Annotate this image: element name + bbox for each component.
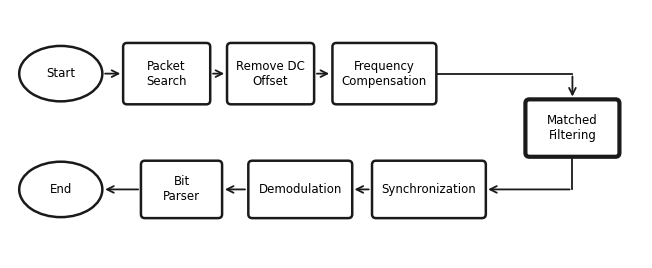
FancyBboxPatch shape: [372, 161, 486, 218]
Text: Synchronization: Synchronization: [381, 183, 477, 196]
Ellipse shape: [19, 162, 102, 217]
FancyBboxPatch shape: [123, 43, 210, 104]
Text: End: End: [50, 183, 72, 196]
FancyBboxPatch shape: [526, 99, 619, 157]
Text: Packet
Search: Packet Search: [147, 60, 187, 88]
Text: Frequency
Compensation: Frequency Compensation: [342, 60, 427, 88]
Text: Remove DC
Offset: Remove DC Offset: [236, 60, 305, 88]
FancyBboxPatch shape: [333, 43, 436, 104]
Text: Start: Start: [46, 67, 76, 80]
FancyBboxPatch shape: [248, 161, 352, 218]
FancyBboxPatch shape: [227, 43, 314, 104]
FancyBboxPatch shape: [141, 161, 222, 218]
Text: Bit
Parser: Bit Parser: [163, 176, 200, 203]
Text: Matched
Filtering: Matched Filtering: [547, 114, 598, 142]
Ellipse shape: [19, 46, 102, 101]
Text: Demodulation: Demodulation: [259, 183, 342, 196]
